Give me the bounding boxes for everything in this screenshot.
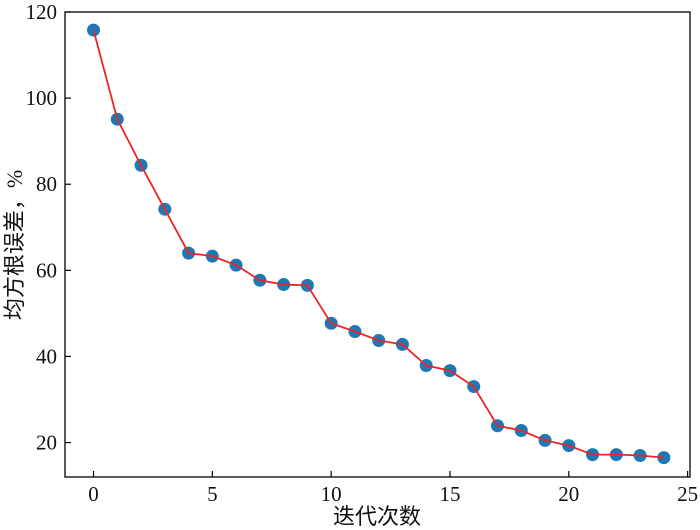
plot-area [87,23,671,465]
y-tick-label-40: 40 [36,344,57,368]
y-tick-label-80: 80 [36,172,57,196]
y-axis-title: 均方根误差，% [2,170,27,320]
axis-ticks: 0 5 10 15 20 25 20 40 60 80 100 120 [26,0,699,506]
x-tick-label-20: 20 [558,482,579,506]
y-tick-label-20: 20 [36,431,57,455]
y-tick-label-100: 100 [26,86,58,110]
x-tick-label-15: 15 [439,482,460,506]
x-tick-label-5: 5 [207,482,218,506]
y-tick-label-60: 60 [36,258,57,282]
x-axis-title: 迭代次数 [333,504,421,529]
x-tick-label-0: 0 [88,482,99,506]
plot-frame [64,11,691,478]
x-tick-label-25: 25 [677,482,698,506]
x-tick-label-10: 10 [321,482,342,506]
series-line [92,29,664,459]
y-tick-label-120: 120 [26,0,58,24]
